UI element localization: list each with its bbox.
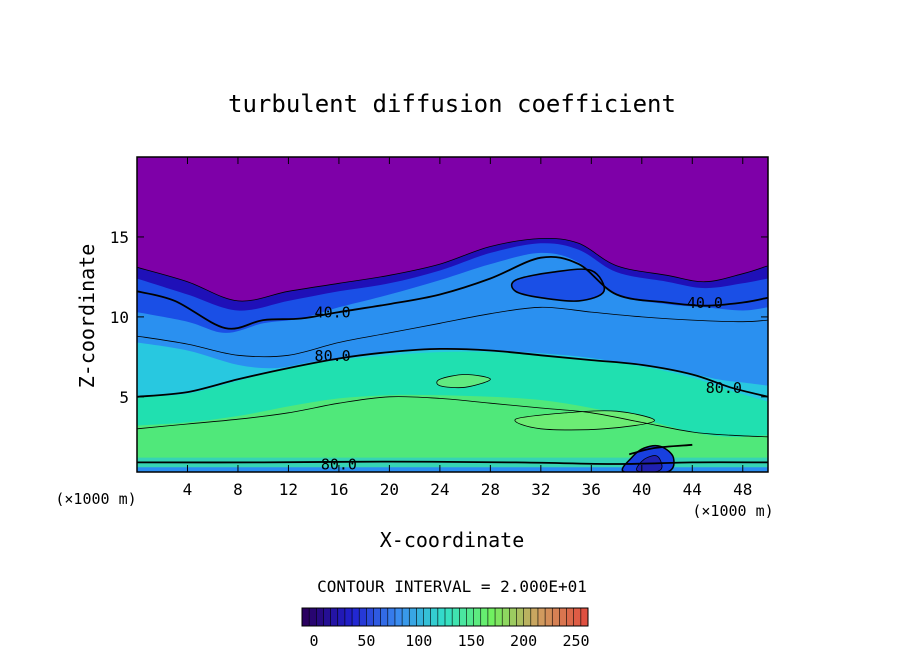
- contour-lines: [137, 237, 768, 472]
- contour-line-mid: [137, 306, 768, 358]
- contour-hotspot-tail: [628, 443, 693, 456]
- colorbar-cell-5: [337, 608, 346, 626]
- y-tick-label-1: 10: [110, 308, 129, 327]
- colorbar-cell-11: [380, 608, 389, 626]
- contour-label-1: 40.0: [687, 294, 723, 312]
- x-tick-label-5: 24: [430, 480, 449, 499]
- y-tick-label-2: 15: [110, 228, 129, 247]
- colorbar-cell-0: [302, 608, 310, 626]
- contour-line-80: [137, 347, 768, 398]
- colorbar-tick-label-4: 200: [510, 632, 537, 650]
- x-axis-label: X-coordinate: [380, 528, 525, 552]
- colorbar-cell-36: [559, 608, 568, 626]
- colorbar-cell-4: [330, 608, 339, 626]
- contour-loop-lens: [436, 374, 491, 389]
- x-tick-label-4: 20: [380, 480, 399, 499]
- x-tick-label-8: 36: [582, 480, 601, 499]
- contour-line-surface: [137, 460, 768, 465]
- colorbar-tick-label-1: 50: [357, 632, 375, 650]
- colorbar-cell-8: [359, 608, 367, 626]
- contour-line-40: [137, 255, 768, 330]
- x-tick-label-9: 40: [632, 480, 651, 499]
- contour-labels: 40.0 40.0 80.0 80.0 80.0: [315, 294, 742, 474]
- colorbar-cell-31: [523, 608, 532, 626]
- colorbar-cell-10: [373, 608, 382, 626]
- region-surface-blue: [137, 467, 768, 472]
- contour-loop-hotspot-inner: [636, 455, 663, 472]
- colorbar-cell-15: [409, 608, 417, 626]
- colorbar-cell-22: [459, 608, 467, 626]
- x-tick-label-6: 28: [481, 480, 500, 499]
- contour-fills: [137, 157, 768, 472]
- region-green-streak: [514, 410, 655, 430]
- colorbar-cell-30: [516, 608, 525, 626]
- colorbar-cell-25: [480, 608, 489, 626]
- colorbar-ticks: 0 50 100 150 200 250: [309, 632, 589, 650]
- contour-line-120: [137, 396, 768, 438]
- x-tick-label-1: 8: [233, 480, 243, 499]
- x-tick-label-7: 32: [531, 480, 550, 499]
- region-pocket-blue: [511, 269, 605, 302]
- colorbar-cell-9: [366, 608, 374, 626]
- colorbar-tick-label-5: 250: [562, 632, 589, 650]
- colorbar-cell-20: [445, 608, 453, 626]
- colorbar-tick-label-0: 0: [309, 632, 318, 650]
- plot-area: 40.0 40.0 80.0 80.0 80.0: [137, 157, 768, 474]
- contour-loop-streak: [514, 410, 655, 431]
- colorbar-cell-29: [509, 608, 517, 626]
- colorbar-cell-14: [402, 608, 410, 626]
- colorbar-cell-17: [423, 608, 432, 626]
- colorbar-cell-37: [566, 608, 575, 626]
- colorbar-cell-39: [580, 608, 589, 626]
- colorbar-cell-2: [316, 608, 324, 626]
- colorbar: [301, 607, 589, 627]
- contour-label-3: 80.0: [706, 379, 742, 397]
- contour-label-4: 80.0: [321, 456, 357, 474]
- colorbar-tick-label-3: 150: [458, 632, 485, 650]
- colorbar-cell-24: [473, 608, 482, 626]
- contour-line-top: [137, 237, 768, 302]
- colorbar-cell-13: [394, 608, 403, 626]
- colorbar-cell-7: [352, 608, 360, 626]
- colorbar-cell-23: [466, 608, 475, 626]
- colorbar-cell-32: [530, 608, 539, 626]
- contour-loop-pocket: [510, 268, 606, 302]
- colorbar-cell-18: [430, 608, 439, 626]
- colorbar-cell-1: [309, 608, 317, 626]
- y-tick-label-0: 5: [119, 388, 129, 407]
- colorbar-cell-26: [487, 608, 496, 626]
- colorbar-cell-34: [545, 608, 553, 626]
- y-ticks: 5 10 15: [110, 228, 768, 407]
- colorbar-cell-28: [502, 608, 510, 626]
- colorbar-cell-21: [452, 608, 460, 626]
- contour-label-0: 40.0: [315, 304, 351, 322]
- colorbar-cell-6: [344, 608, 353, 626]
- x-unit-left: (×1000 m): [55, 490, 136, 508]
- colorbar-cell-12: [387, 608, 396, 626]
- colorbar-tick-label-2: 100: [405, 632, 432, 650]
- x-unit-right: (×1000 m): [692, 502, 773, 520]
- colorbar-cell-33: [537, 608, 546, 626]
- y-axis-label: Z-coordinate: [75, 244, 99, 389]
- x-tick-label-3: 16: [329, 480, 348, 499]
- colorbar-cell-19: [437, 608, 446, 626]
- x-ticks: 4 8 12 16 20 24 28 32 36 40 44 48: [183, 157, 752, 499]
- colorbar-cell-35: [552, 608, 560, 626]
- contour-label-2: 80.0: [315, 347, 351, 365]
- colorbar-cell-38: [573, 608, 582, 626]
- plot-frame: [136, 156, 769, 473]
- x-tick-label-10: 44: [683, 480, 702, 499]
- colorbar-cell-27: [495, 608, 503, 626]
- region-green-lens: [436, 374, 491, 388]
- colorbar-frame: [301, 607, 589, 627]
- chart-title: turbulent diffusion coefficient: [228, 90, 676, 118]
- contour-interval-text: CONTOUR INTERVAL = 2.000E+01: [317, 577, 587, 596]
- x-tick-label-11: 48: [733, 480, 752, 499]
- x-tick-label-2: 12: [279, 480, 298, 499]
- x-tick-label-0: 4: [183, 480, 193, 499]
- colorbar-cell-16: [416, 608, 425, 626]
- colorbar-cell-3: [323, 608, 332, 626]
